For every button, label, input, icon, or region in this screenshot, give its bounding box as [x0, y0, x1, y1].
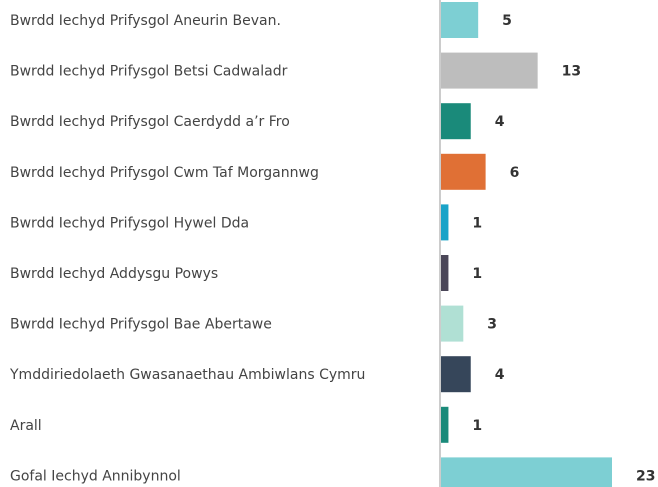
value-label: 23 — [636, 468, 655, 484]
bar — [441, 52, 538, 89]
value-label: 13 — [562, 64, 581, 80]
category-label: Arall — [10, 418, 42, 434]
bar — [441, 204, 449, 241]
value-label: 4 — [495, 114, 505, 130]
value-label: 1 — [472, 215, 482, 231]
category-label: Bwrdd Iechyd Prifysgol Caerdydd a’r Fro — [10, 114, 290, 130]
value-label: 6 — [510, 165, 520, 181]
value-label: 3 — [487, 317, 497, 333]
category-label: Bwrdd Iechyd Prifysgol Betsi Cadwaladr — [10, 64, 288, 80]
bar — [441, 2, 479, 38]
category-label: Bwrdd Iechyd Addysgu Powys — [10, 266, 218, 282]
value-label: 1 — [472, 266, 482, 282]
category-label: Bwrdd Iechyd Prifysgol Cwm Taf Morgannwg — [10, 165, 319, 181]
category-label: Gofal Iechyd Annibynnol — [10, 468, 181, 484]
bar — [441, 305, 464, 342]
category-label: Bwrdd Iechyd Prifysgol Aneurin Bevan. — [10, 13, 281, 29]
bar — [441, 153, 486, 190]
category-label: Bwrdd Iechyd Prifysgol Hywel Dda — [10, 215, 249, 231]
value-label: 5 — [502, 13, 512, 29]
category-label: Bwrdd Iechyd Prifysgol Bae Abertawe — [10, 317, 272, 333]
bar — [441, 457, 612, 487]
bar — [441, 356, 471, 393]
bar — [441, 255, 449, 291]
value-label: 1 — [472, 418, 482, 434]
bar — [441, 406, 449, 443]
bar — [441, 103, 471, 140]
value-label: 4 — [495, 367, 505, 383]
category-label: Ymddiriedolaeth Gwasanaethau Ambiwlans C… — [9, 367, 365, 383]
